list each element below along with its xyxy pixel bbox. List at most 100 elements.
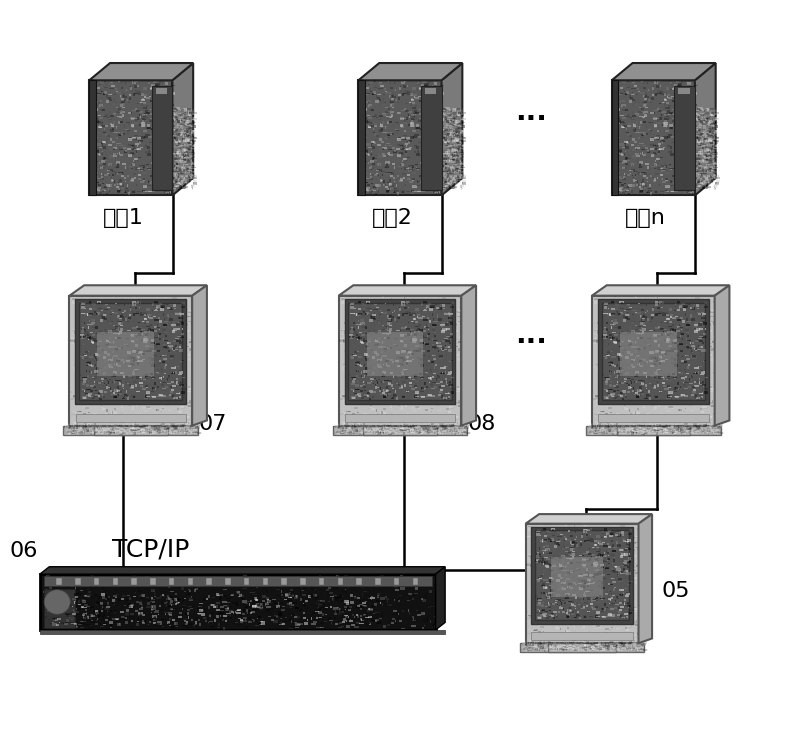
- Bar: [163, 602, 166, 604]
- Bar: [632, 118, 634, 119]
- Bar: [619, 137, 620, 138]
- Bar: [108, 413, 109, 415]
- Bar: [452, 157, 457, 158]
- Bar: [537, 609, 539, 611]
- Bar: [642, 427, 643, 430]
- Bar: [646, 182, 650, 185]
- Bar: [460, 152, 465, 155]
- Bar: [318, 604, 322, 605]
- Bar: [665, 130, 666, 132]
- Bar: [135, 151, 138, 153]
- Bar: [604, 342, 607, 344]
- Bar: [670, 180, 674, 182]
- Bar: [362, 334, 365, 336]
- Bar: [180, 329, 182, 330]
- Bar: [290, 605, 294, 606]
- Bar: [361, 355, 365, 358]
- Bar: [579, 587, 582, 590]
- Bar: [330, 596, 334, 597]
- Bar: [700, 171, 704, 173]
- Bar: [90, 92, 95, 93]
- Bar: [639, 430, 642, 433]
- Bar: [627, 561, 631, 562]
- Bar: [616, 569, 621, 572]
- Bar: [358, 600, 362, 602]
- Bar: [256, 587, 258, 589]
- Bar: [444, 118, 448, 120]
- Bar: [627, 94, 629, 95]
- Bar: [344, 351, 346, 352]
- Bar: [634, 101, 636, 104]
- Bar: [126, 432, 127, 433]
- Bar: [662, 337, 665, 340]
- Bar: [536, 553, 537, 555]
- Bar: [146, 105, 148, 107]
- Bar: [202, 595, 205, 597]
- Bar: [530, 565, 532, 567]
- Bar: [165, 366, 166, 368]
- Bar: [86, 306, 87, 309]
- Bar: [614, 376, 618, 379]
- Bar: [374, 139, 377, 141]
- Bar: [629, 583, 631, 584]
- Bar: [680, 394, 683, 396]
- Bar: [162, 426, 165, 428]
- Bar: [656, 401, 660, 403]
- Bar: [188, 308, 190, 309]
- Bar: [696, 137, 701, 140]
- Bar: [148, 304, 149, 305]
- Bar: [133, 424, 136, 426]
- Bar: [526, 645, 528, 647]
- Bar: [176, 134, 180, 136]
- Bar: [640, 647, 642, 649]
- Bar: [369, 191, 374, 192]
- Bar: [138, 614, 139, 615]
- Bar: [54, 627, 57, 629]
- Bar: [147, 127, 150, 128]
- Bar: [634, 351, 637, 353]
- Bar: [174, 137, 176, 139]
- Bar: [175, 170, 178, 172]
- Bar: [166, 303, 170, 306]
- Bar: [171, 148, 174, 149]
- Bar: [386, 134, 389, 135]
- Bar: [382, 351, 383, 353]
- Bar: [376, 427, 379, 428]
- Bar: [706, 154, 708, 156]
- Bar: [611, 626, 613, 628]
- Bar: [444, 140, 447, 143]
- Bar: [349, 339, 352, 341]
- Bar: [460, 150, 462, 151]
- Bar: [84, 430, 85, 432]
- Bar: [87, 596, 90, 598]
- Bar: [460, 166, 463, 168]
- Bar: [445, 150, 446, 151]
- Bar: [596, 427, 598, 429]
- Bar: [458, 185, 462, 187]
- Bar: [190, 608, 194, 609]
- Bar: [595, 430, 598, 432]
- Bar: [131, 178, 134, 181]
- Bar: [77, 433, 82, 434]
- Bar: [162, 420, 166, 421]
- Bar: [626, 396, 627, 398]
- Bar: [422, 428, 426, 430]
- Bar: [71, 427, 75, 429]
- Bar: [696, 136, 698, 137]
- Bar: [598, 585, 601, 587]
- Bar: [624, 570, 626, 572]
- Bar: [178, 140, 181, 143]
- Bar: [386, 403, 388, 405]
- Bar: [368, 381, 373, 383]
- Bar: [197, 427, 199, 428]
- Bar: [623, 167, 625, 168]
- Bar: [119, 347, 123, 348]
- Bar: [658, 424, 661, 427]
- Bar: [352, 428, 354, 430]
- Bar: [654, 385, 657, 388]
- Bar: [414, 327, 417, 329]
- Bar: [676, 425, 679, 428]
- Bar: [442, 427, 444, 430]
- Bar: [386, 598, 390, 600]
- Bar: [190, 164, 194, 167]
